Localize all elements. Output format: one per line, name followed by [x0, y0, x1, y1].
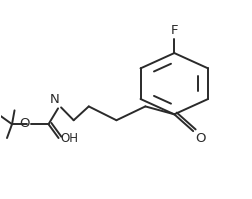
- Text: N: N: [50, 93, 59, 106]
- Text: F: F: [170, 24, 177, 37]
- Text: O: O: [195, 132, 205, 145]
- Text: O: O: [19, 117, 29, 130]
- Text: OH: OH: [60, 132, 78, 144]
